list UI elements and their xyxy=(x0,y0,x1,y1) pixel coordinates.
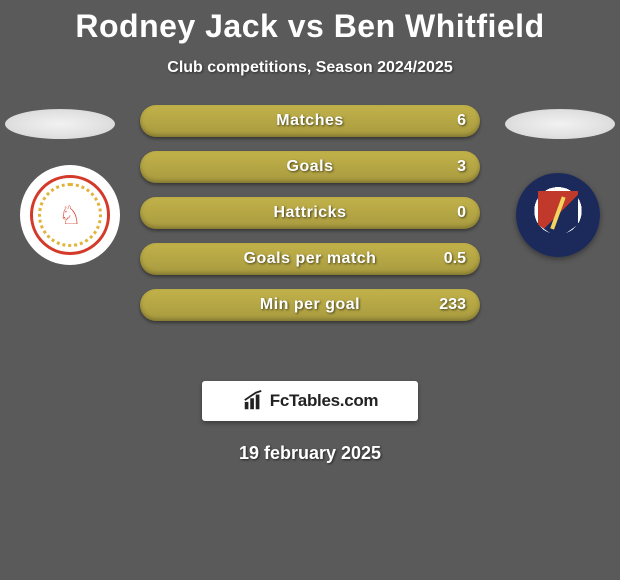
stat-value: 0.5 xyxy=(444,250,466,268)
brand-badge: FcTables.com xyxy=(202,381,418,421)
stat-value: 6 xyxy=(457,112,466,130)
stat-label: Matches xyxy=(276,112,344,130)
barrow-afc-crest xyxy=(516,173,600,257)
player-photo-left-placeholder xyxy=(5,109,115,139)
stat-value: 3 xyxy=(457,158,466,176)
bar-chart-icon xyxy=(242,390,264,412)
stat-bar-matches: Matches 6 xyxy=(140,105,480,137)
stat-bar-min-per-goal: Min per goal 233 xyxy=(140,289,480,321)
stat-bars: Matches 6 Goals 3 Hattricks 0 Goals per … xyxy=(140,105,480,335)
shield-icon xyxy=(538,191,578,239)
stat-label: Goals per match xyxy=(244,250,377,268)
stat-bar-goals-per-match: Goals per match 0.5 xyxy=(140,243,480,275)
footer-date: 19 february 2025 xyxy=(0,443,620,464)
stat-label: Min per goal xyxy=(260,296,360,314)
player-photo-right-placeholder xyxy=(505,109,615,139)
stat-value: 0 xyxy=(457,204,466,222)
stat-bar-hattricks: Hattricks 0 xyxy=(140,197,480,229)
stat-value: 233 xyxy=(439,296,466,314)
page-title: Rodney Jack vs Ben Whitfield xyxy=(0,0,620,45)
crewe-alexandra-crest: ♘ xyxy=(20,165,120,265)
stat-bar-goals: Goals 3 xyxy=(140,151,480,183)
stat-label: Hattricks xyxy=(274,204,347,222)
brand-text: FcTables.com xyxy=(270,391,379,411)
comparison-stage: ♘ Matches 6 Goals 3 Hattricks 0 Goals pe… xyxy=(0,97,620,357)
stat-label: Goals xyxy=(287,158,334,176)
page-subtitle: Club competitions, Season 2024/2025 xyxy=(0,59,620,77)
